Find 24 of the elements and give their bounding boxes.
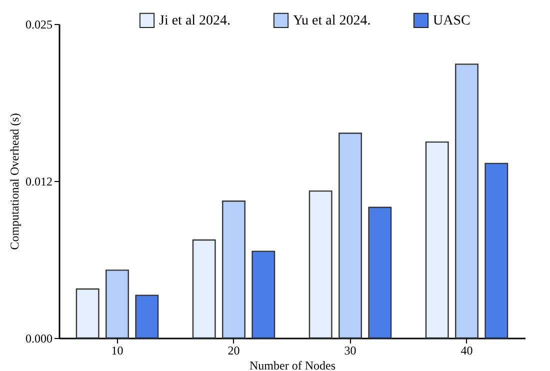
x-tick-label: 40 <box>460 344 473 358</box>
bar <box>135 294 159 339</box>
bar <box>308 190 332 339</box>
bar <box>338 132 362 339</box>
bar <box>76 288 100 339</box>
y-tick-label: 0.025 <box>26 18 52 32</box>
legend-label: Ji et al 2024. <box>159 13 231 28</box>
legend-label: UASC <box>433 13 470 28</box>
y-tick-label: 0.000 <box>26 332 52 346</box>
bar <box>192 239 216 339</box>
bar <box>222 200 246 339</box>
bar <box>368 206 392 339</box>
legend-label: Yu et al 2024. <box>293 13 371 28</box>
bar <box>455 64 478 339</box>
y-tick-label: 0.012 <box>26 174 52 188</box>
x-axis-title: Number of Nodes <box>250 358 336 371</box>
x-tick-label: 30 <box>344 344 356 358</box>
x-tick-label: 10 <box>111 344 124 358</box>
bar <box>484 162 508 339</box>
bar <box>425 141 449 339</box>
y-axis-title: Computational Overhead (s) <box>8 113 22 250</box>
x-tick-label: 20 <box>228 344 240 358</box>
bar <box>106 270 129 339</box>
bar <box>252 250 276 339</box>
